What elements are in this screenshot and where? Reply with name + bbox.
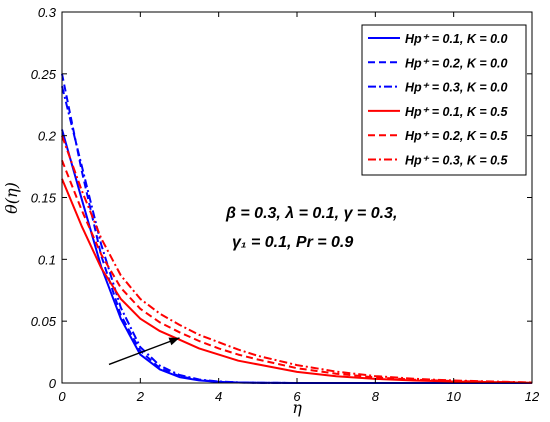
- x-tick-label: 10: [446, 389, 461, 404]
- legend-label-1: Hp⁺ = 0.1, K = 0.0: [405, 32, 508, 46]
- x-tick-label: 4: [215, 389, 222, 404]
- legend-label-6: Hp⁺ = 0.3, K = 0.5: [405, 154, 509, 168]
- y-tick-label: 0.25: [31, 67, 57, 82]
- annotation-line-1: β = 0.3, λ = 0.1, γ = 0.3,: [225, 205, 397, 222]
- x-tick-label: 0: [58, 389, 66, 404]
- trend-arrow: [108, 337, 180, 366]
- y-tick-label: 0.15: [31, 191, 57, 206]
- series-line-5: [61, 160, 533, 384]
- annotation-text: β = 0.3, λ = 0.1, γ = 0.3, γ₁ = 0.1, Pr …: [225, 205, 397, 251]
- y-tick-label: 0.3: [38, 5, 57, 20]
- x-axis-ticks: 0 2 4 6 8 10 12: [58, 12, 540, 404]
- legend-label-4: Hp⁺ = 0.1, K = 0.5: [405, 105, 509, 119]
- legend: Hp⁺ = 0.1, K = 0.0 Hp⁺ = 0.2, K = 0.0 Hp⁺ …: [361, 24, 527, 176]
- y-tick-label: 0.2: [38, 129, 57, 144]
- x-tick-label: 2: [136, 389, 145, 404]
- arrow-shaft: [108, 337, 180, 366]
- y-tick-label: 0: [49, 376, 57, 391]
- series-line-6: [61, 135, 533, 384]
- y-tick-label: 0.05: [31, 314, 57, 329]
- legend-label-2: Hp⁺ = 0.2, K = 0.0: [405, 56, 508, 70]
- y-axis-label: θ(η): [2, 182, 21, 214]
- x-tick-label: 8: [372, 389, 380, 404]
- legend-label-5: Hp⁺ = 0.2, K = 0.5: [405, 129, 509, 143]
- y-axis-ticks: 0 0.05 0.1 0.15 0.2 0.25 0.3: [31, 5, 532, 391]
- y-tick-label: 0.1: [38, 252, 56, 267]
- legend-box: [361, 24, 527, 176]
- annotation-line-2: γ₁ = 0.1, Pr = 0.9: [232, 234, 353, 251]
- arrow-head: [168, 337, 180, 346]
- legend-label-3: Hp⁺ = 0.3, K = 0.0: [405, 81, 508, 95]
- x-tick-label: 6: [293, 389, 301, 404]
- x-axis-label: η: [292, 398, 302, 417]
- x-tick-label: 12: [525, 389, 540, 404]
